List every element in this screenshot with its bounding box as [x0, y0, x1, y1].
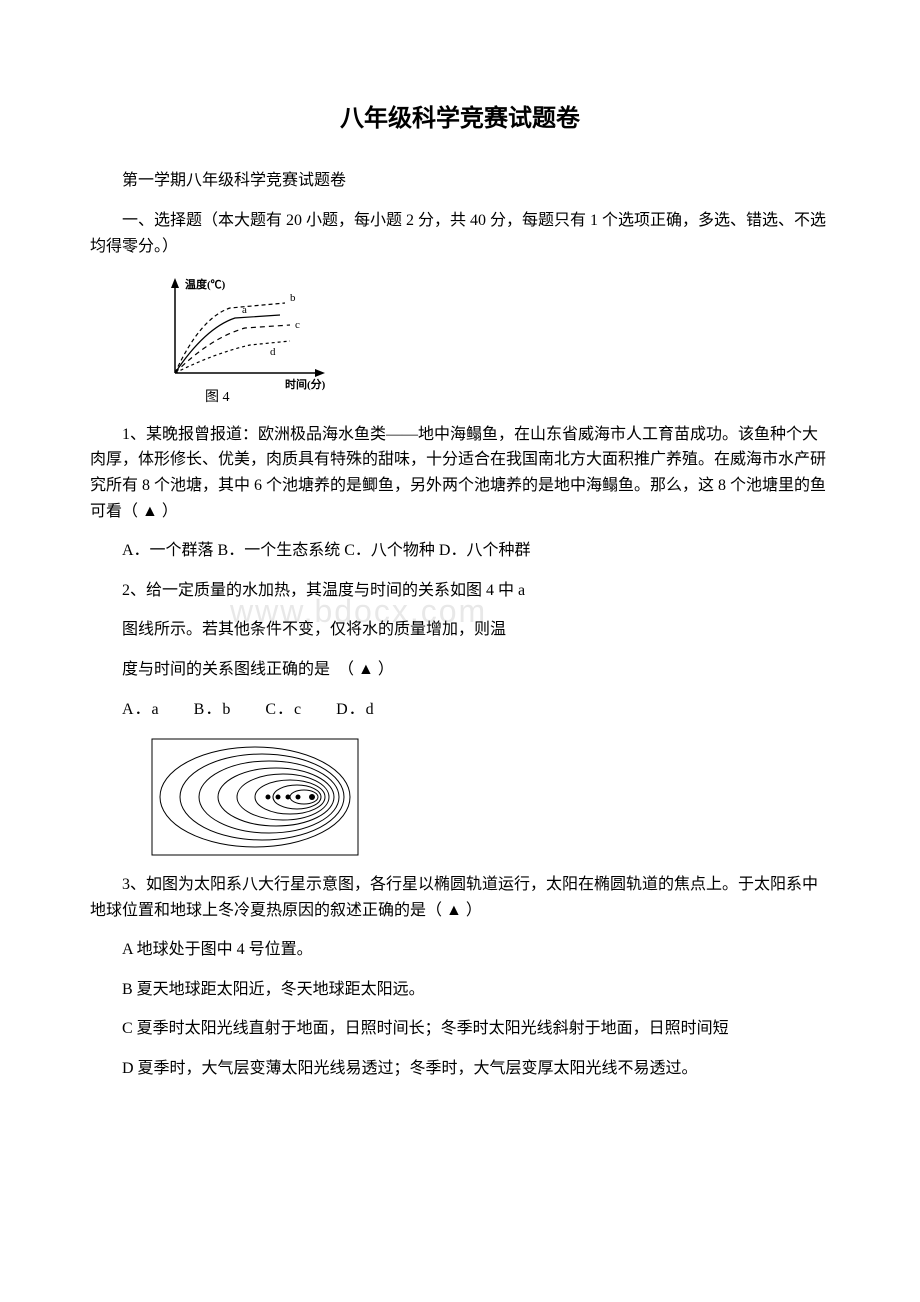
page-title: 八年级科学竞赛试题卷 — [90, 100, 830, 138]
question-2-line1: 2、给一定质量的水加热，其温度与时间的关系如图 4 中 a — [90, 578, 830, 604]
figure-2-container — [150, 737, 360, 857]
question-3-text: 3、如图为太阳系八大行星示意图，各行星以椭圆轨道运行，太阳在椭圆轨道的焦点上。于… — [90, 872, 830, 923]
question-2-line2: 图线所示。若其他条件不变，仅将水的质量增加，则温 — [90, 617, 830, 643]
line-c-label: c — [295, 319, 300, 331]
line-a-label: a — [242, 304, 247, 316]
figure-1-caption: 图 4 — [205, 390, 230, 403]
question-1-text: 1、某晚报曾报道：欧洲极品海水鱼类——地中海鳎鱼，在山东省威海市人工育苗成功。该… — [90, 422, 830, 524]
x-axis-label: 时间(分) — [285, 377, 326, 391]
subtitle: 第一学期八年级科学竞赛试题卷 — [90, 168, 830, 194]
figure-1-container: 温度(℃) 时间(分) b a c d 图 4 — [150, 273, 830, 412]
question-3-optB: B 夏天地球距太阳近，冬天地球距太阳远。 — [90, 977, 830, 1003]
y-axis-label: 温度(℃) — [185, 277, 226, 291]
line-d-label: d — [270, 346, 276, 358]
question-1-options: A．一个群落 B．一个生态系统 C．八个物种 D．八个种群 — [90, 538, 830, 564]
question-2-options: A．a B．b C．c D．d — [90, 697, 830, 723]
question-2-line3: 度与时间的关系图线正确的是 （ ▲ ） — [90, 657, 830, 683]
solar-system-diagram — [150, 737, 360, 857]
temperature-time-graph: 温度(℃) 时间(分) b a c d 图 4 — [150, 273, 340, 403]
question-3-optA: A 地球处于图中 4 号位置。 — [90, 937, 830, 963]
question-3-optD: D 夏季时，大气层变薄太阳光线易透过；冬季时，大气层变厚太阳光线不易透过。 — [90, 1056, 830, 1082]
line-b-label: b — [290, 292, 296, 304]
question-3-optC: C 夏季时太阳光线直射于地面，日照时间长；冬季时太阳光线斜射于地面，日照时间短 — [90, 1016, 830, 1042]
section-header: 一、选择题（本大题有 20 小题，每小题 2 分，共 40 分，每题只有 1 个… — [90, 208, 830, 259]
